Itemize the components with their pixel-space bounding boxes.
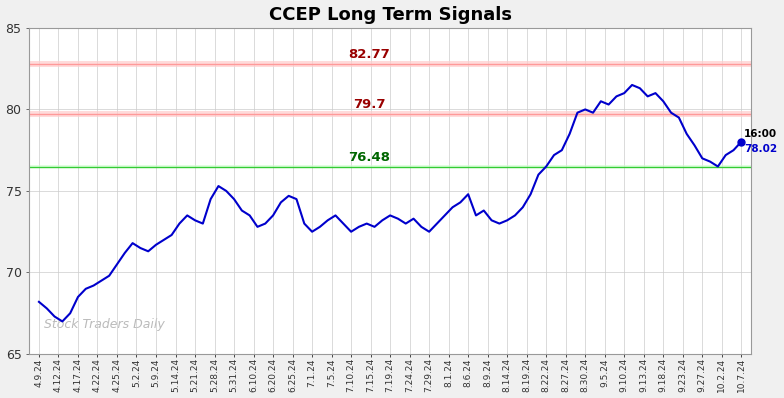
- Title: CCEP Long Term Signals: CCEP Long Term Signals: [269, 6, 512, 23]
- Text: Stock Traders Daily: Stock Traders Daily: [44, 318, 165, 331]
- Bar: [29, 111, 751, 117]
- Text: 79.7: 79.7: [353, 98, 385, 111]
- Bar: [29, 61, 751, 67]
- Bar: [29, 165, 751, 168]
- Text: 16:00: 16:00: [744, 129, 778, 139]
- Text: 82.77: 82.77: [348, 48, 390, 61]
- Text: 76.48: 76.48: [348, 151, 390, 164]
- Point: [735, 139, 748, 145]
- Text: 78.02: 78.02: [744, 144, 778, 154]
